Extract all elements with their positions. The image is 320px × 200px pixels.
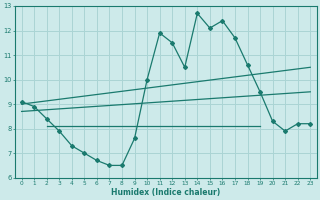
- X-axis label: Humidex (Indice chaleur): Humidex (Indice chaleur): [111, 188, 220, 197]
